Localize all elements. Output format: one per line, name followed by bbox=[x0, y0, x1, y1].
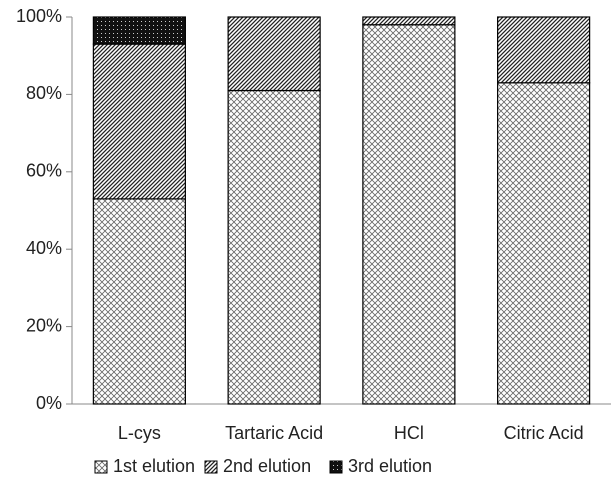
legend-label: 2nd elution bbox=[223, 456, 311, 476]
bar-segment bbox=[92, 198, 186, 405]
legend-swatch bbox=[94, 460, 108, 474]
legend-swatch bbox=[329, 460, 343, 474]
y-tick-label: 40% bbox=[26, 238, 62, 258]
bar-segment bbox=[227, 89, 321, 405]
bar-segment bbox=[92, 43, 186, 200]
legend-label: 3rd elution bbox=[348, 456, 432, 476]
bar-segment bbox=[227, 16, 321, 92]
legend-swatch bbox=[204, 460, 218, 474]
x-tick-label: HCl bbox=[394, 423, 424, 443]
legend-label: 1st elution bbox=[113, 456, 195, 476]
x-tick-label: Citric Acid bbox=[504, 423, 584, 443]
bar-segment bbox=[362, 16, 456, 26]
bar-segment bbox=[497, 16, 591, 84]
y-tick-label: 20% bbox=[26, 315, 62, 335]
y-tick-label: 100% bbox=[16, 6, 62, 26]
y-tick-label: 60% bbox=[26, 161, 62, 181]
y-tick-label: 0% bbox=[36, 393, 62, 413]
bar-segment bbox=[92, 16, 186, 45]
bar-segment bbox=[362, 24, 456, 405]
x-tick-label: L-cys bbox=[118, 423, 161, 443]
bar-segment bbox=[497, 82, 591, 405]
x-tick-label: Tartaric Acid bbox=[225, 423, 323, 443]
y-tick-label: 80% bbox=[26, 83, 62, 103]
